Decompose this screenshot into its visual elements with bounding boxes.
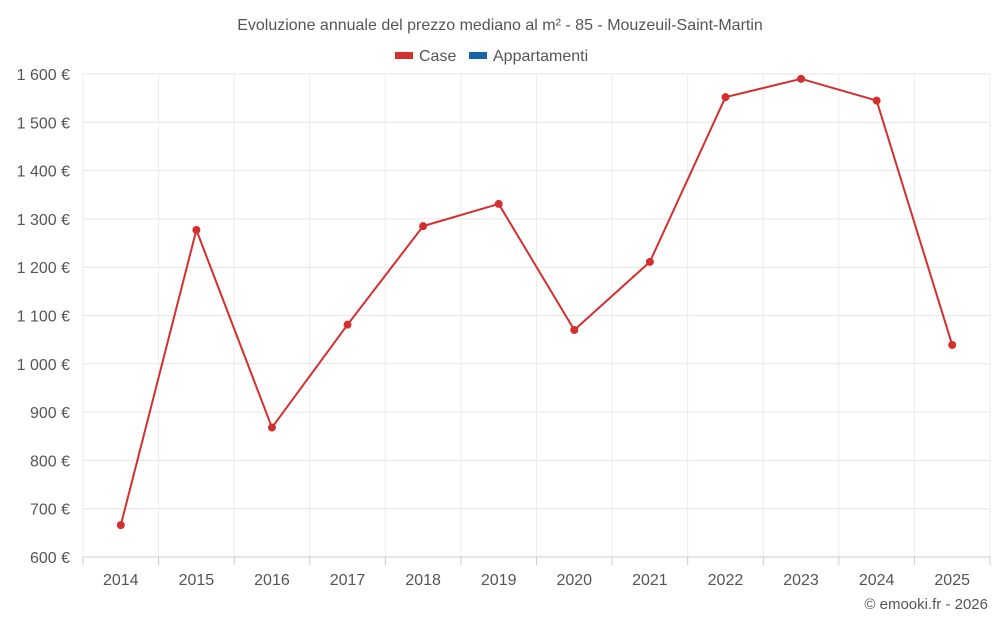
- series-line-case: [119, 77, 954, 526]
- credit-text: © emooki.fr - 2026: [864, 596, 988, 613]
- x-tick-label: 2025: [934, 572, 970, 589]
- grid: [82, 73, 991, 558]
- legend-label-case: Case: [419, 48, 456, 65]
- data-point[interactable]: [948, 340, 957, 349]
- data-point[interactable]: [797, 74, 806, 83]
- y-tick-label: 800 €: [30, 453, 70, 470]
- x-tick-label: 2015: [179, 572, 215, 589]
- legend-label-appartamenti: Appartamenti: [493, 48, 588, 65]
- legend-swatch-case: [395, 52, 413, 59]
- legend: Case Appartamenti: [395, 48, 588, 65]
- x-tick-label: 2022: [708, 572, 744, 589]
- x-tick-label: 2023: [783, 572, 819, 589]
- data-point[interactable]: [872, 96, 881, 105]
- y-tick-label: 1 400 €: [17, 164, 70, 181]
- x-tick-label: 2020: [556, 572, 592, 589]
- data-point[interactable]: [645, 257, 654, 266]
- chart-title: Evoluzione annuale del prezzo mediano al…: [237, 17, 763, 34]
- x-tick-label: 2014: [103, 572, 139, 589]
- data-point[interactable]: [419, 222, 428, 231]
- legend-item-appartamenti[interactable]: Appartamenti: [469, 48, 588, 65]
- y-tick-label: 1 200 €: [17, 260, 70, 277]
- y-tick-label: 1 600 €: [17, 67, 70, 84]
- axes: 600 € 700 € 800 € 900 € 1 000 € 1 100 € 1 200 …: [17, 67, 991, 589]
- series: [116, 74, 957, 530]
- x-tick-label: 2019: [481, 572, 517, 589]
- x-tick-label: 2016: [254, 572, 290, 589]
- y-tick-label: 700 €: [30, 502, 70, 519]
- data-point[interactable]: [192, 226, 201, 235]
- legend-swatch-appartamenti: [469, 52, 487, 59]
- y-tick-label: 900 €: [30, 405, 70, 422]
- y-tick-label: 1 500 €: [17, 115, 70, 132]
- y-tick-label: 1 100 €: [17, 309, 70, 326]
- legend-item-case[interactable]: Case: [395, 48, 456, 65]
- x-tick-label: 2021: [632, 572, 668, 589]
- y-tick-label: 1 300 €: [17, 212, 70, 229]
- x-tick-label: 2017: [330, 572, 366, 589]
- data-point[interactable]: [116, 521, 125, 530]
- data-point[interactable]: [721, 93, 730, 102]
- data-point[interactable]: [343, 320, 352, 329]
- y-tick-label: 600 €: [30, 550, 70, 567]
- data-point[interactable]: [570, 325, 579, 334]
- x-tick-label: 2024: [859, 572, 895, 589]
- x-tick-label: 2018: [405, 572, 441, 589]
- data-point[interactable]: [267, 423, 276, 432]
- y-tick-label: 1 000 €: [17, 357, 70, 374]
- data-point[interactable]: [494, 199, 503, 208]
